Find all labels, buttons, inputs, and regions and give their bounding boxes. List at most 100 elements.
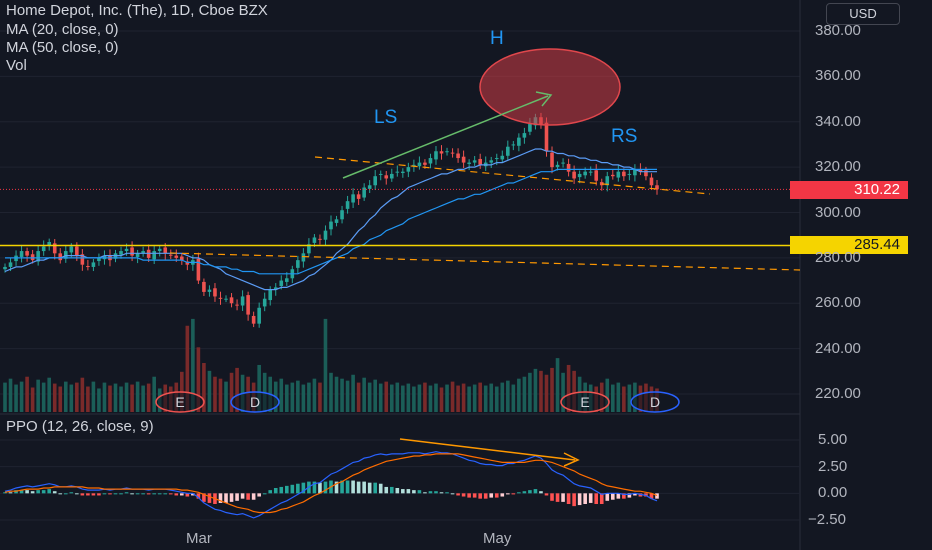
volume-bar xyxy=(351,374,355,412)
volume-bar xyxy=(108,385,112,412)
ppo-histogram-bar xyxy=(80,493,85,496)
volume-bar xyxy=(229,372,234,412)
candle-body xyxy=(180,256,184,261)
candle-body xyxy=(229,297,234,304)
candle-body xyxy=(511,144,516,146)
volume-bar xyxy=(378,383,383,412)
ppo-histogram-bar xyxy=(229,493,234,502)
ppo-signal-line xyxy=(4,453,658,514)
ppo-histogram-bar xyxy=(539,491,543,494)
candle-body xyxy=(86,266,90,268)
price-tick-label: 360.00 xyxy=(815,67,861,85)
candle-body xyxy=(494,158,499,160)
ppo-histogram-bar xyxy=(517,492,521,494)
volume-bar xyxy=(279,378,284,412)
ppo-histogram-bar xyxy=(434,491,438,494)
candle-body xyxy=(434,151,438,160)
currency-button[interactable]: USD xyxy=(826,3,900,25)
ppo-histogram-bar xyxy=(561,493,565,502)
candle-body xyxy=(506,146,510,156)
ppo-histogram-bar xyxy=(572,493,576,507)
candle-body xyxy=(622,171,626,177)
candle-body xyxy=(69,246,74,253)
candle-body xyxy=(124,248,129,252)
ppo-histogram-bar xyxy=(334,481,339,494)
candle-body xyxy=(461,156,466,163)
volume-bar xyxy=(367,382,372,412)
volume-bar xyxy=(627,384,632,412)
ppo-histogram-bar xyxy=(588,493,593,503)
ppo-histogram-bar xyxy=(456,493,460,496)
volume-bar xyxy=(58,386,63,412)
volume-bar xyxy=(213,376,217,412)
volume-legend: Vol xyxy=(6,57,27,74)
price-tick-label: 380.00 xyxy=(815,22,861,39)
candle-body xyxy=(52,243,57,254)
ppo-histogram-bar xyxy=(157,493,162,495)
ppo-histogram-bar xyxy=(550,493,554,501)
ppo-histogram-bar xyxy=(58,493,63,495)
candle-body xyxy=(168,254,173,256)
earnings-marker xyxy=(560,391,610,413)
time-axis-label: Mar xyxy=(186,530,212,547)
volume-bar xyxy=(329,372,333,412)
volume-bar xyxy=(555,358,560,412)
ppo-histogram-bar xyxy=(356,481,361,494)
volume-bar xyxy=(533,368,538,412)
candle-body xyxy=(36,251,40,262)
candle-body xyxy=(312,237,317,243)
volume-bar xyxy=(439,387,444,412)
volume-bar xyxy=(500,382,505,412)
volume-bar xyxy=(141,385,145,412)
candle-body xyxy=(41,246,46,252)
volume-bar xyxy=(124,382,129,412)
volume-bar xyxy=(290,382,295,412)
volume-bar xyxy=(102,382,107,412)
candle-body xyxy=(80,254,85,265)
candle-body xyxy=(262,298,267,307)
ppo-histogram-bar xyxy=(594,493,599,504)
candle-body xyxy=(334,219,339,223)
volume-bar xyxy=(572,370,576,412)
ppo-histogram-bar xyxy=(506,493,510,495)
ppo-histogram-bar xyxy=(91,493,96,496)
ma20-legend: MA (20, close, 0) xyxy=(6,21,119,38)
ppo-histogram-bar xyxy=(616,493,621,499)
level-price-badge: 285.44 xyxy=(790,236,908,254)
ppo-histogram-bar xyxy=(362,481,366,494)
volume-bar xyxy=(52,383,57,412)
ppo-histogram-bar xyxy=(257,493,261,497)
candle-body xyxy=(638,169,643,172)
ppo-histogram-bar xyxy=(108,493,112,495)
candle-body xyxy=(544,122,549,152)
ppo-histogram-bar xyxy=(41,490,46,494)
volume-bar xyxy=(80,377,85,412)
ppo-histogram-bar xyxy=(262,493,267,495)
candle-body xyxy=(273,287,278,290)
candle-body xyxy=(605,176,610,186)
ppo-histogram-bar xyxy=(655,493,659,499)
ppo-histogram-bar xyxy=(86,493,90,496)
volume-bar xyxy=(202,363,206,412)
ppo-histogram-bar xyxy=(633,493,637,496)
candle-body xyxy=(251,315,256,324)
candle-body xyxy=(97,257,101,262)
volume-bar xyxy=(97,388,101,412)
candle-body xyxy=(517,137,521,146)
ppo-histogram-bar xyxy=(351,480,355,494)
volume-bar xyxy=(467,386,471,412)
moving-averages xyxy=(4,148,657,291)
ppo-histogram-bar xyxy=(36,490,40,494)
ppo-tick-label: 5.00 xyxy=(818,431,848,448)
candle-body xyxy=(522,133,527,138)
volume-bar xyxy=(323,318,328,412)
candle-body xyxy=(406,167,411,172)
earnings-marker-label: E xyxy=(580,394,589,410)
ppo-histogram-bar xyxy=(284,485,289,494)
volume-bar xyxy=(605,378,610,412)
price-tick-label: 340.00 xyxy=(815,112,861,130)
candle-body xyxy=(649,177,654,186)
time-axis-label: May xyxy=(483,530,512,547)
volume-bar xyxy=(445,384,449,412)
volume-bar xyxy=(428,385,433,412)
